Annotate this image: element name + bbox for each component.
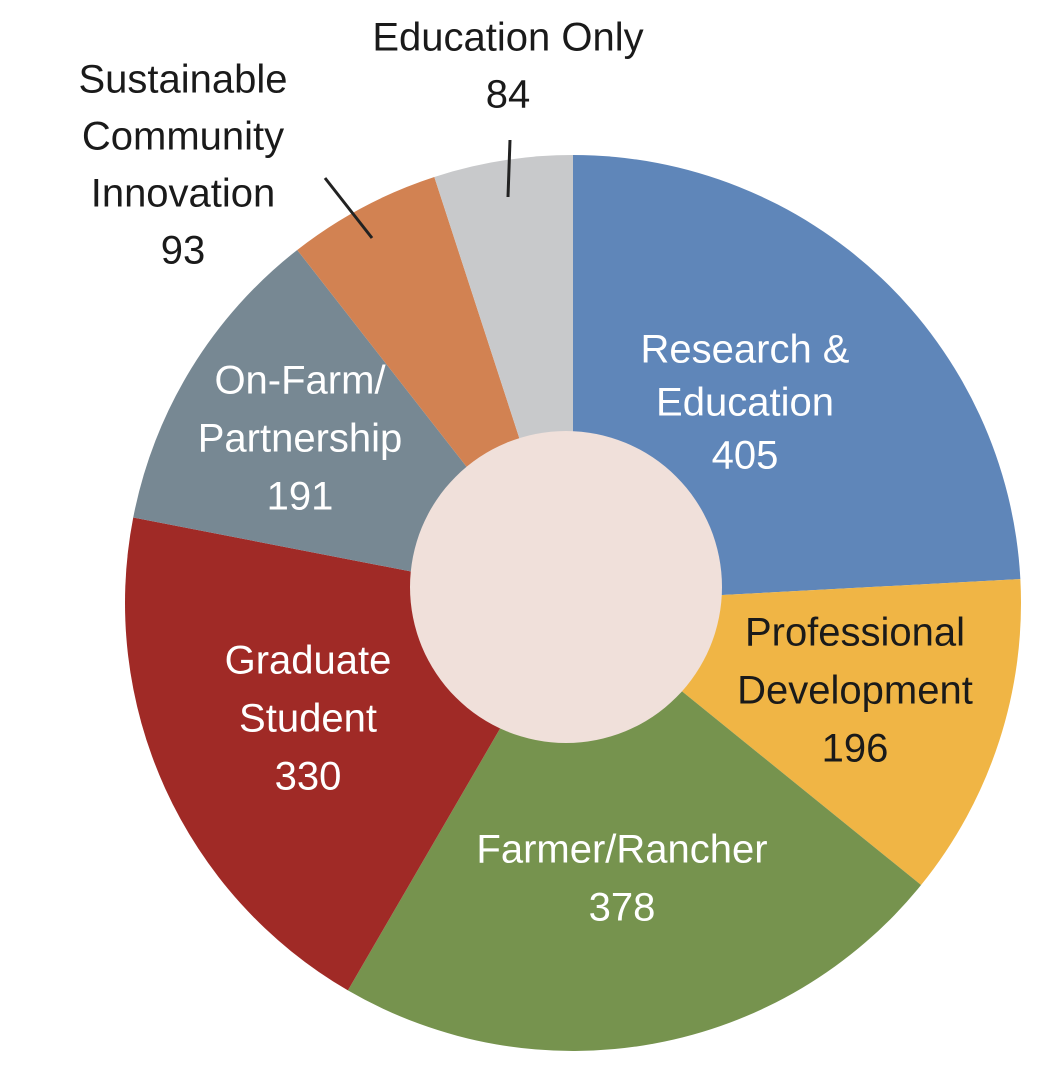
value-label: 93: [161, 229, 206, 273]
slice-label: Education Only: [372, 16, 643, 60]
slice-label: Farmer/Rancher: [476, 828, 767, 872]
slice-label: Innovation: [91, 172, 276, 216]
value-label: 378: [589, 886, 656, 930]
slice-label: Education: [656, 381, 834, 425]
leader-line: [323, 177, 374, 239]
slice-label: Community: [82, 115, 284, 159]
slice: [347, 603, 922, 1051]
slice-label: Research &: [641, 328, 850, 372]
value-label: 84: [486, 73, 531, 117]
slice-label: On-Farm/: [214, 359, 386, 403]
slice-label: Professional: [745, 611, 965, 655]
slice-label: Sustainable: [78, 58, 287, 102]
value-label: 196: [822, 727, 889, 771]
value-label: 191: [267, 475, 334, 519]
slice-label: Partnership: [198, 417, 403, 461]
slice-label: Development: [737, 669, 973, 713]
slice-label: Student: [239, 697, 377, 741]
donut-hole: [410, 431, 722, 743]
slice-label: Graduate: [225, 639, 392, 683]
leader-line: [506, 139, 512, 198]
labels: Research & Education 405 Professional Develo…: [78, 16, 972, 930]
value-label: 405: [712, 434, 779, 478]
value-label: 330: [275, 755, 342, 799]
